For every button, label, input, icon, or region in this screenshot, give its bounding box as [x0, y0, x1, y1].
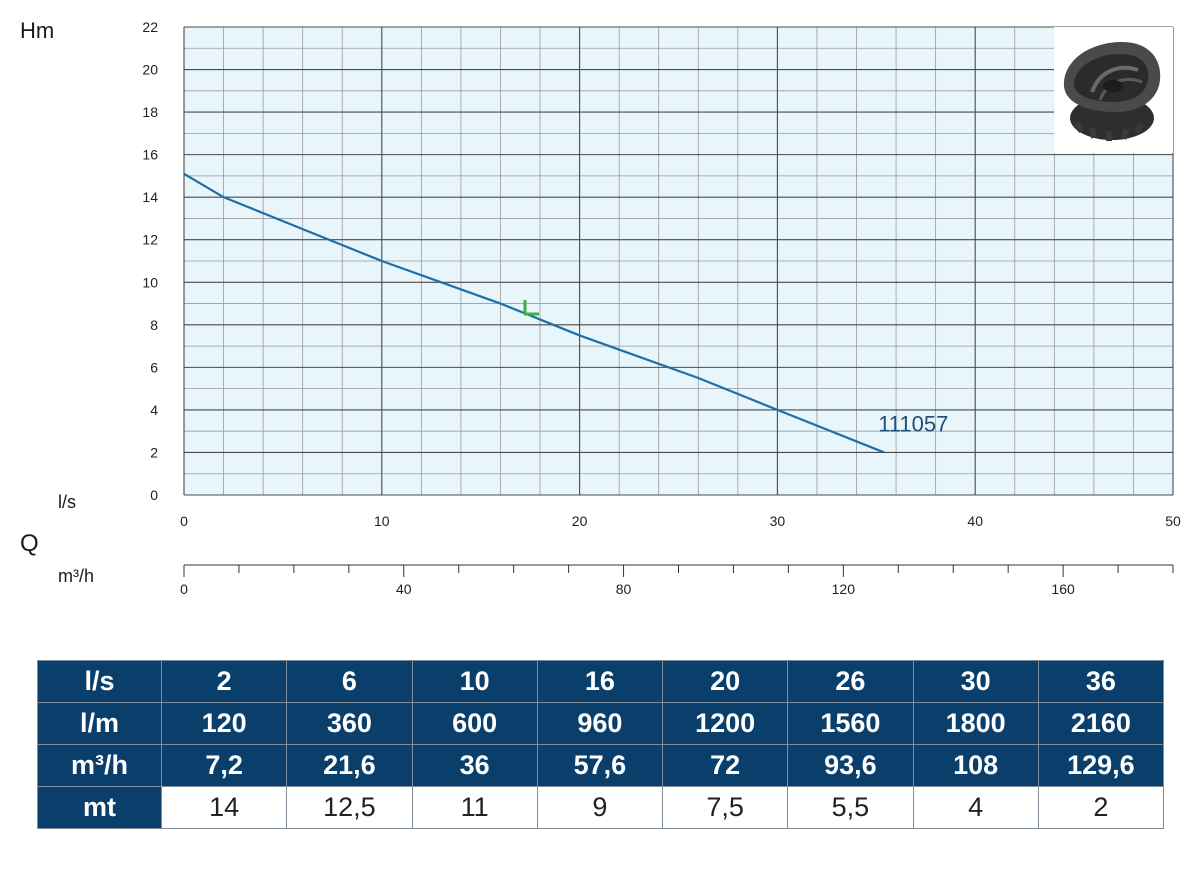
table-cell: 30	[912, 660, 1039, 703]
table-row: l/m 120 360 600 960 1200 1560 1800 2160	[37, 702, 1165, 745]
y-tick-label: 8	[150, 317, 158, 333]
x-axis-unit-label: l/s	[58, 492, 76, 512]
secondary-tick-label: 0	[180, 581, 188, 597]
table-cell: 26	[787, 660, 914, 703]
x-tick-labels: 0 10 20 30 40 50	[180, 513, 1181, 529]
table-cell: 2	[160, 660, 288, 703]
flow-axis-label: Q	[20, 530, 39, 557]
table-cell: 72	[661, 744, 789, 787]
secondary-tick-label: 40	[396, 581, 412, 597]
table-cell: 2160	[1037, 702, 1165, 745]
table-cell: 20	[661, 660, 789, 703]
table-cell: 108	[912, 744, 1039, 787]
y-tick-label: 16	[142, 147, 158, 163]
curve-line	[183, 172, 885, 454]
y-tick-label: 2	[150, 444, 158, 460]
y-tick-label: 6	[150, 359, 158, 375]
table-row: mt 14 12,5 11 9 7,5 5,5 4 2	[37, 786, 1165, 829]
table-cell: 36	[411, 744, 538, 787]
table-cell: 1560	[787, 702, 914, 745]
table-cell: 7,2	[160, 744, 288, 787]
table-cell: 360	[286, 702, 413, 745]
y-tick-label: 22	[142, 19, 158, 35]
table-cell: 6	[286, 660, 413, 703]
row-header: l/s	[37, 660, 162, 703]
table-cell: 1800	[912, 702, 1039, 745]
curve-label: 111057	[878, 411, 948, 436]
table-cell: 21,6	[286, 744, 413, 787]
curve-series: 111057	[183, 172, 948, 454]
table-cell: 93,6	[787, 744, 914, 787]
table-cell: 10	[411, 660, 538, 703]
table-cell: 12,5	[286, 786, 413, 829]
secondary-axis: 0 40 80 120 160	[180, 564, 1174, 597]
x-tick-label: 0	[180, 513, 188, 529]
x-tick-label: 40	[967, 513, 983, 529]
secondary-tick-label: 120	[832, 581, 856, 597]
table-cell: 14	[160, 786, 288, 829]
x-tick-label: 50	[1165, 513, 1181, 529]
table-cell: 2	[1037, 786, 1165, 829]
y-tick-label: 18	[142, 104, 158, 120]
table-cell: 16	[536, 660, 664, 703]
secondary-tick-label: 160	[1051, 581, 1075, 597]
x-tick-label: 30	[770, 513, 786, 529]
y-tick-label: 10	[142, 274, 158, 290]
pump-impeller-image	[1054, 27, 1173, 153]
secondary-tick-label: 80	[616, 581, 632, 597]
row-header: m³/h	[37, 744, 162, 787]
performance-table: l/s 2 6 10 16 20 26 30 36 l/m 120 360 600 960 1200 1560…	[37, 660, 1165, 829]
y-tick-label: 0	[150, 487, 158, 503]
pump-curve-chart: 0 2 4 6 8 10 12 14 16 18 20 22 0 10 20 30 40 50 0 40 80 120…	[142, 19, 1181, 597]
table-cell: 11	[411, 786, 538, 829]
y-tick-label: 14	[142, 189, 158, 205]
table-cell: 1200	[661, 702, 789, 745]
table-row: m³/h 7,2 21,6 36 57,6 72 93,6 108 129,6	[37, 744, 1165, 787]
x-tick-label: 20	[572, 513, 588, 529]
grid-major-lines	[183, 26, 1174, 496]
table-cell: 36	[1037, 660, 1165, 703]
table-cell: 5,5	[787, 786, 914, 829]
y-tick-labels: 0 2 4 6 8 10 12 14 16 18 20 22	[142, 19, 158, 503]
table-cell: 9	[536, 786, 664, 829]
y-tick-label: 20	[142, 62, 158, 78]
row-header: l/m	[37, 702, 162, 745]
table-cell: 129,6	[1037, 744, 1165, 787]
y-tick-label: 4	[150, 402, 158, 418]
grid-minor-lines	[184, 27, 1173, 495]
table-cell: 960	[536, 702, 664, 745]
y-tick-label: 12	[142, 232, 158, 248]
secondary-axis-unit-label: m³/h	[58, 566, 94, 586]
table-cell: 7,5	[661, 786, 789, 829]
x-tick-label: 10	[374, 513, 390, 529]
table-row: l/s 2 6 10 16 20 26 30 36	[37, 660, 1165, 703]
table-cell: 120	[160, 702, 288, 745]
table-cell: 600	[411, 702, 538, 745]
table-cell: 57,6	[536, 744, 664, 787]
table-cell: 4	[912, 786, 1039, 829]
y-axis-label: Hm	[20, 18, 55, 43]
row-header: mt	[37, 786, 162, 829]
operating-point-marker	[523, 300, 539, 316]
